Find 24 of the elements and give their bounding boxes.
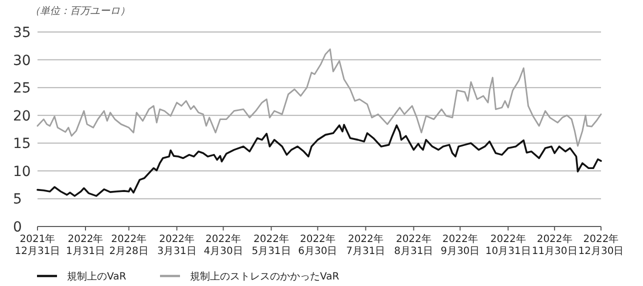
x-tick-label: 2022年 6月30日 [298,233,338,257]
y-tick-label: 35 [13,25,31,41]
legend-label: 規制上のVaR [67,270,126,282]
x-tick-label: 2022年 12月30日 [578,233,624,257]
y-tick-label: 25 [13,80,31,97]
y-tick-label: 20 [13,108,31,124]
x-tick-label: 2022年 7月31日 [346,233,386,257]
x-tick-label: 2022年 5月31日 [252,233,291,257]
x-tick-label: 2022年 8月31日 [394,233,434,257]
y-tick-label: 5 [13,192,22,208]
x-tick-label: 2022年 4月30日 [204,233,243,257]
y-tick-label: 30 [13,52,31,69]
x-tick-label: 2022年 2月28日 [109,233,148,257]
y-tick-label: 0 [13,220,22,236]
x-tick-label: 2022年 3月31日 [157,233,196,257]
text: （単位：百万ユーロ） [30,5,130,17]
x-tick-label: 2022年 10月31日 [485,233,531,257]
x-tick-label: 2022年 11月30日 [532,233,578,257]
x-tick-label: 2022年 9月30日 [440,233,480,257]
legend-label: 規制上のストレスのかかったVaR [190,270,340,282]
x-tick-label: 2021年 12月31日 [14,233,60,257]
y-tick-label: 10 [13,164,31,180]
x-tick-label: 2022年 1月31日 [66,233,106,257]
y-tick-label: 15 [13,136,31,152]
